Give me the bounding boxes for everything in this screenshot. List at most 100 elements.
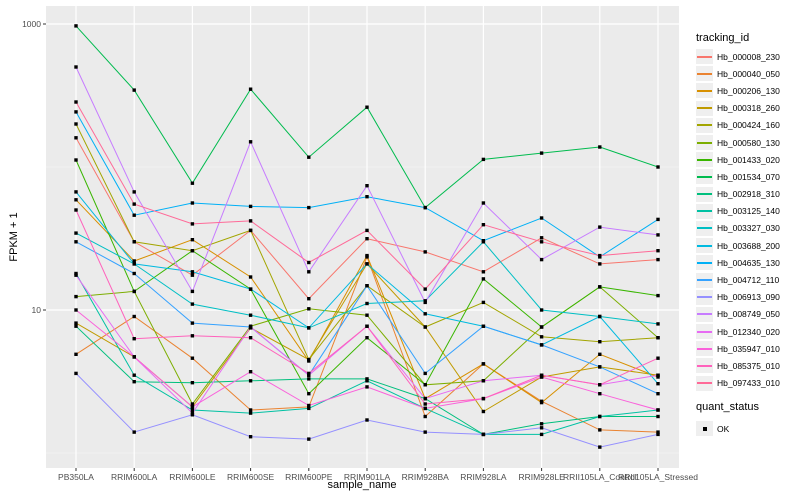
data-point — [365, 284, 369, 288]
legend-key — [696, 375, 713, 391]
data-point — [74, 324, 78, 328]
data-point — [132, 240, 136, 244]
legend-entry: Hb_000040_050 — [696, 65, 780, 82]
x-tick-label: RRIM600LE — [169, 472, 216, 482]
legend-key-line — [697, 175, 712, 178]
data-point — [190, 289, 195, 294]
data-point — [248, 313, 253, 317]
data-point — [656, 375, 660, 379]
legend-entry: Hb_001433_020 — [696, 151, 780, 168]
data-point — [656, 408, 660, 412]
data-point — [365, 377, 369, 381]
legend-key — [696, 255, 713, 271]
data-point — [132, 380, 136, 384]
legend-entry: Hb_002918_310 — [696, 186, 780, 203]
data-point — [132, 430, 136, 434]
data-point — [248, 408, 253, 412]
data-point — [598, 262, 602, 266]
data-point — [656, 336, 660, 340]
legend-entry: Hb_008749_050 — [696, 306, 780, 323]
data-point — [248, 370, 253, 374]
legend-key — [696, 306, 713, 322]
data-point — [539, 400, 544, 405]
quant-status-entry: OK — [696, 420, 729, 437]
data-point — [423, 383, 427, 387]
data-point — [74, 190, 78, 194]
legend-key-line — [697, 210, 712, 213]
x-tick-label: RRIM600SE — [226, 472, 275, 482]
legend-label: Hb_001433_020 — [717, 154, 780, 165]
data-point — [74, 371, 78, 376]
data-point — [598, 428, 602, 432]
data-point — [307, 371, 311, 376]
legend-key — [696, 272, 713, 288]
data-point — [74, 110, 78, 114]
data-point — [598, 340, 602, 344]
legend-label: Hb_012340_020 — [717, 326, 780, 337]
legend-key-line — [697, 244, 712, 247]
data-point — [74, 198, 78, 202]
legend-key-line — [697, 347, 712, 350]
data-point — [598, 352, 602, 356]
data-point — [307, 406, 311, 411]
legend-label: Hb_000318_260 — [717, 103, 780, 114]
data-point — [74, 208, 78, 212]
data-point — [481, 396, 486, 401]
data-point — [539, 422, 544, 426]
data-point — [307, 326, 311, 330]
point-marker-icon — [702, 426, 707, 431]
legend-title: tracking_id — [696, 32, 750, 44]
legend-label: Hb_085375_010 — [717, 360, 780, 371]
data-point — [598, 392, 602, 396]
legend-entry: Hb_012340_020 — [696, 323, 780, 340]
data-point — [598, 285, 602, 289]
data-point — [423, 371, 427, 376]
data-point — [539, 236, 544, 240]
data-point — [190, 402, 195, 406]
data-point — [132, 337, 136, 341]
legend-key-line — [697, 296, 712, 299]
quant-status-legend-entries: OK — [696, 420, 729, 437]
data-point — [539, 151, 544, 155]
data-point — [656, 293, 660, 298]
data-point — [74, 294, 78, 299]
data-point — [190, 238, 195, 242]
data-point — [423, 430, 427, 434]
data-point — [132, 373, 136, 377]
legend-key-line — [697, 330, 712, 333]
data-point — [365, 195, 369, 199]
data-point — [74, 308, 78, 312]
data-point — [365, 262, 369, 266]
data-point — [74, 158, 78, 162]
legend-key-line — [697, 72, 712, 75]
data-point — [481, 300, 486, 305]
data-point — [190, 321, 195, 325]
data-point — [656, 257, 660, 262]
data-point — [423, 287, 427, 291]
legend-key-line — [697, 364, 712, 367]
data-point — [539, 335, 544, 339]
data-point — [656, 249, 660, 253]
data-point — [74, 136, 78, 140]
x-axis-title: sample_name — [327, 479, 397, 491]
data-point — [481, 379, 486, 383]
legend-key — [696, 66, 713, 82]
data-point — [656, 233, 660, 237]
data-point — [656, 356, 660, 360]
legend-key-line — [697, 158, 712, 161]
legend-label: Hb_003125_140 — [717, 206, 780, 217]
data-point — [132, 262, 136, 266]
legend-key — [696, 186, 713, 202]
x-tick-label: RRIM600LA — [111, 472, 158, 482]
legend-key — [696, 49, 713, 65]
data-point — [190, 201, 195, 205]
quant-status-legend-title: quant_status — [696, 401, 759, 413]
data-point — [74, 24, 78, 28]
data-point — [74, 65, 78, 69]
data-point — [132, 314, 136, 319]
data-point — [481, 277, 486, 281]
legend-key-line — [697, 107, 712, 110]
legend-entry: Hb_000206_130 — [696, 82, 780, 99]
data-point — [598, 383, 602, 387]
data-point — [248, 140, 253, 144]
